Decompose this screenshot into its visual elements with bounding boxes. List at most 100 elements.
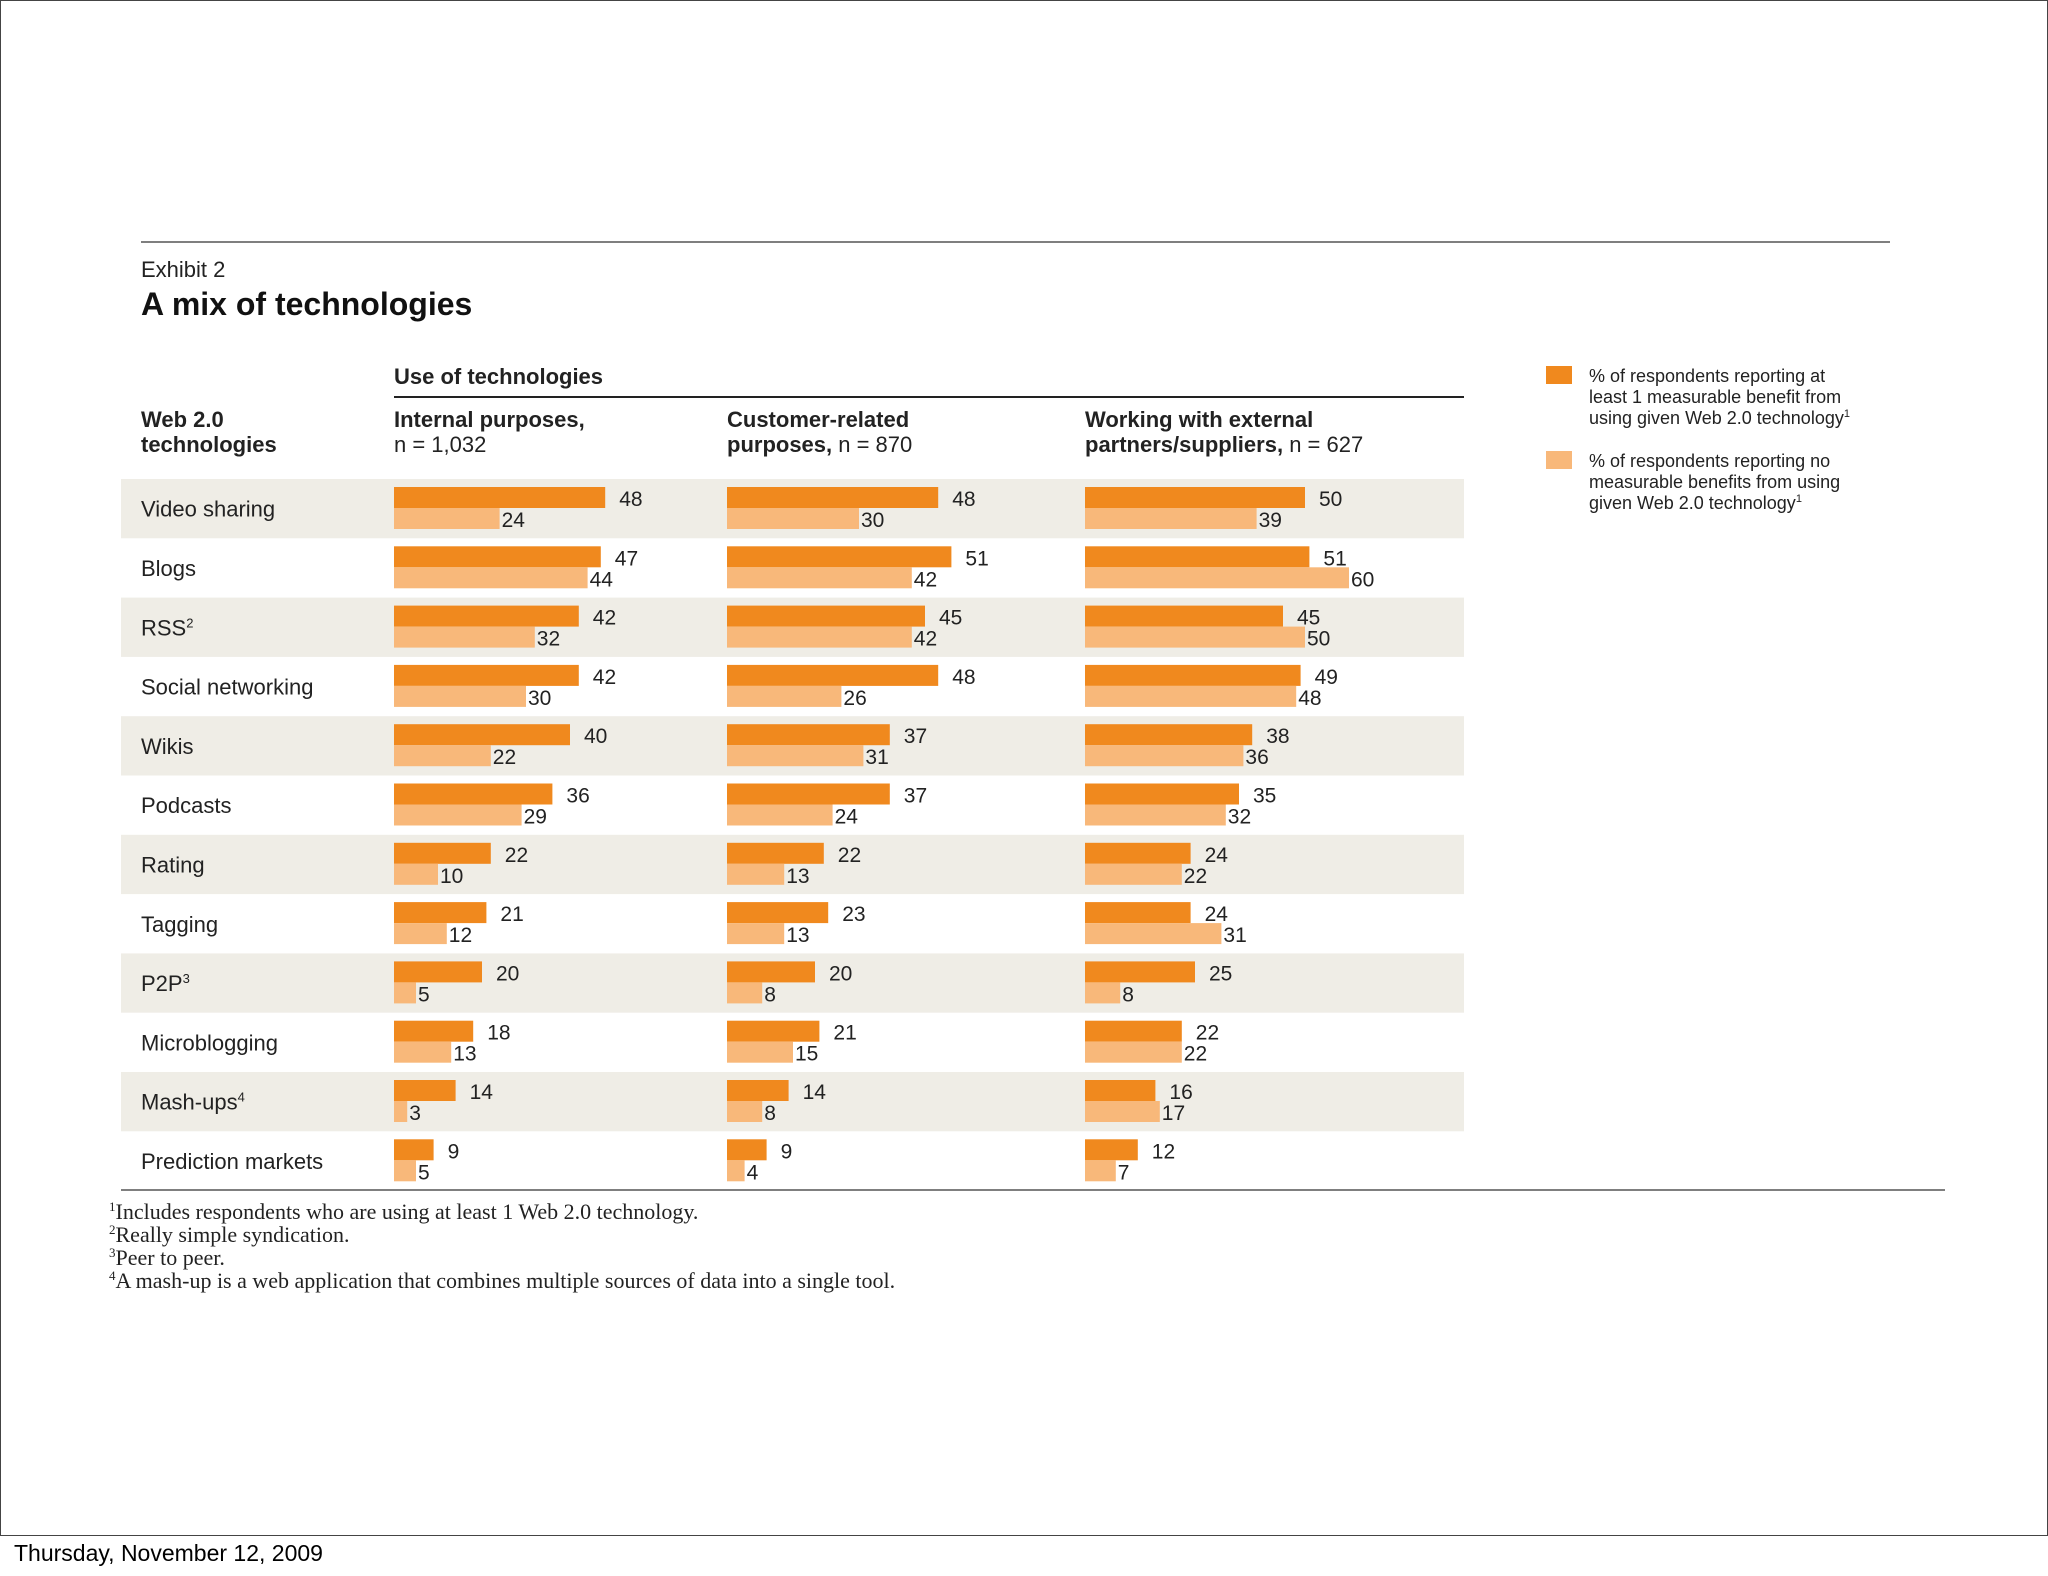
panel-title-3: Working with external	[1085, 407, 1313, 432]
bar	[394, 902, 487, 924]
footnote-1: 1Includes respondents who are using at l…	[109, 1199, 699, 1224]
data-label: 22	[493, 746, 516, 769]
bar	[394, 745, 491, 767]
data-label: 60	[1351, 568, 1374, 591]
bar	[394, 982, 416, 1004]
data-label: 20	[829, 962, 852, 985]
bar	[1085, 745, 1244, 767]
data-label: 24	[502, 509, 526, 532]
data-label: 44	[590, 568, 614, 591]
data-label: 8	[1122, 983, 1134, 1006]
data-label: 20	[496, 962, 519, 985]
data-label: 32	[1228, 806, 1251, 829]
panel-title-1: Internal purposes,	[394, 407, 585, 432]
data-label: 45	[939, 607, 962, 630]
bar	[1085, 804, 1226, 826]
bar	[1085, 1020, 1182, 1042]
exhibit-label: Exhibit 2	[141, 257, 225, 282]
bar	[394, 1041, 452, 1063]
bar	[727, 685, 842, 707]
data-label: 42	[593, 666, 616, 689]
footnote-2: 2Really simple syndication.	[109, 1222, 350, 1247]
data-label: 48	[952, 666, 975, 689]
data-label: 21	[833, 1022, 856, 1045]
bar	[394, 664, 579, 686]
data-label: 9	[781, 1140, 793, 1163]
bar	[1085, 605, 1283, 627]
data-label: 51	[1323, 547, 1346, 570]
bar	[1085, 724, 1253, 746]
data-label: 10	[440, 865, 463, 888]
bar	[727, 1080, 789, 1101]
panel-subtitle-1: n = 1,032	[394, 432, 486, 457]
data-label: 48	[619, 488, 642, 511]
legend-text-2: given Web 2.0 technology1	[1589, 493, 1802, 513]
data-label: 39	[1259, 509, 1282, 532]
bar	[1085, 1160, 1116, 1182]
bar	[394, 508, 500, 529]
data-label: 40	[584, 725, 607, 748]
data-label: 30	[528, 687, 551, 710]
data-label: 48	[952, 488, 975, 511]
legend-swatch-1	[1546, 366, 1572, 384]
data-label: 5	[418, 1161, 430, 1184]
data-label: 30	[861, 509, 884, 532]
data-label: 31	[865, 746, 888, 769]
legend-swatch-2	[1546, 451, 1572, 469]
legend-text-2: % of respondents reporting no	[1589, 451, 1830, 471]
legend-text-1: using given Web 2.0 technology1	[1589, 408, 1850, 428]
data-label: 38	[1266, 725, 1289, 748]
bar	[727, 982, 763, 1004]
data-label: 9	[448, 1140, 460, 1163]
row-header-line1: Web 2.0	[141, 407, 224, 432]
slide: Exhibit 2 A mix of technologies Use of tec…	[0, 0, 2048, 1536]
data-label: 24	[1205, 844, 1229, 867]
data-label: 22	[1184, 865, 1207, 888]
data-label: 13	[786, 924, 809, 947]
data-label: 14	[803, 1081, 827, 1104]
footnote-3: 3Peer to peer.	[109, 1245, 225, 1270]
bar	[1085, 1080, 1156, 1101]
data-label: 37	[904, 725, 927, 748]
row-label: Prediction markets	[141, 1149, 323, 1174]
bar	[1085, 546, 1310, 568]
bar	[394, 923, 447, 945]
data-label: 42	[914, 628, 937, 651]
bar	[727, 902, 829, 924]
data-label: 14	[470, 1081, 494, 1104]
bar	[727, 664, 939, 686]
bar	[394, 567, 588, 589]
bar	[1085, 664, 1301, 686]
data-label: 45	[1297, 607, 1320, 630]
bar	[727, 842, 824, 864]
bar	[727, 745, 864, 767]
footnote-4: 4A mash-up is a web application that com…	[109, 1268, 896, 1293]
legend-text-1: least 1 measurable benefit from	[1589, 387, 1841, 407]
bar	[727, 1139, 767, 1161]
data-label: 16	[1169, 1081, 1192, 1104]
bar	[727, 546, 952, 568]
panel-subtitle-2: purposes, n = 870	[727, 432, 912, 457]
data-label: 26	[843, 687, 866, 710]
bar	[394, 961, 482, 983]
panel-title-2: Customer-related	[727, 407, 909, 432]
bar	[394, 804, 522, 826]
legend-text-1: % of respondents reporting at	[1589, 366, 1825, 386]
data-label: 17	[1162, 1102, 1185, 1125]
bar	[1085, 783, 1239, 805]
data-label: 23	[842, 903, 865, 926]
bar	[727, 626, 912, 648]
data-label: 4	[747, 1161, 759, 1184]
data-label: 35	[1253, 785, 1276, 808]
bar	[394, 863, 438, 885]
bar	[727, 508, 859, 529]
footer-date: Thursday, November 12, 2009	[14, 1540, 323, 1566]
data-label: 22	[1196, 1022, 1219, 1045]
row-label: Wikis	[141, 734, 194, 759]
data-label: 51	[965, 547, 988, 570]
row-label: Mash-ups4	[141, 1090, 245, 1115]
bar	[727, 923, 785, 945]
bar	[1085, 863, 1182, 885]
bar	[394, 626, 535, 648]
bar	[1085, 902, 1191, 924]
